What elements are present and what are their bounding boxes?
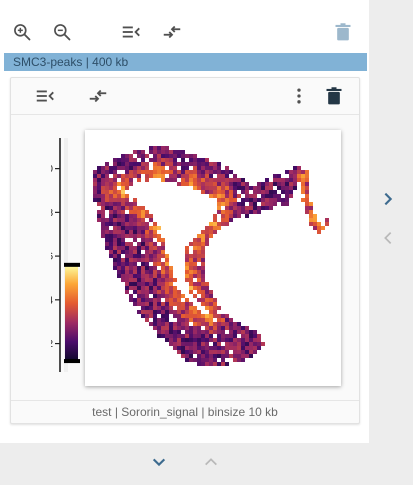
- genome-panel: SMC3-peaks | 400 kb: [0, 0, 369, 443]
- dataset-label[interactable]: SMC3-peaks | 400 kb: [4, 53, 367, 71]
- card-toolbar: [11, 78, 359, 115]
- swap-button[interactable]: [160, 20, 184, 44]
- colorbar-tick-label: 10: [51, 164, 53, 175]
- scroll-down-button[interactable]: [146, 449, 172, 475]
- next-button[interactable]: [374, 185, 402, 213]
- card-delete-button[interactable]: [322, 84, 346, 108]
- trash-icon: [335, 23, 351, 41]
- zoom-out-icon: [54, 24, 71, 41]
- card-collapse-button[interactable]: [33, 84, 57, 108]
- colorbar-tick-label: 8: [51, 208, 53, 219]
- more-vertical-icon: [297, 88, 301, 104]
- colorbar-tick-label: 4: [51, 295, 53, 306]
- heatmap-canvas: [93, 146, 329, 366]
- swap-arrows-icon: [89, 89, 107, 103]
- list-collapse-icon: [36, 90, 54, 102]
- zoom-out-button[interactable]: [50, 20, 74, 44]
- trash-icon: [326, 87, 342, 105]
- card-swap-button[interactable]: [86, 84, 110, 108]
- colorbar-tick-label: 2: [51, 339, 53, 350]
- chevron-up-icon: [205, 458, 217, 466]
- collapse-tracks-button[interactable]: [119, 20, 143, 44]
- zoom-in-button[interactable]: [10, 20, 34, 44]
- list-collapse-icon: [122, 26, 140, 38]
- chevron-right-icon: [384, 192, 393, 206]
- chevron-left-icon: [384, 232, 392, 244]
- colorbar-lower-handle[interactable]: [64, 359, 80, 364]
- delete-all-button[interactable]: [331, 20, 355, 44]
- colorbar-gradient: [65, 264, 78, 362]
- card-footer: test | Sororin_signal | binsize 10 kb: [11, 400, 359, 423]
- card-more-button[interactable]: [287, 84, 311, 108]
- hic-heatmap[interactable]: [85, 130, 341, 386]
- previous-button[interactable]: [374, 224, 402, 252]
- top-toolbar: [0, 14, 369, 50]
- scroll-up-button[interactable]: [198, 449, 224, 475]
- colorbar-upper-handle[interactable]: [64, 262, 80, 267]
- heatmap-card: 10 8 6 4 2 test | Sororin_signal | binsize 1…: [10, 77, 360, 424]
- zoom-in-icon: [14, 24, 31, 41]
- colorbar-tick-label: 6: [51, 252, 53, 263]
- swap-arrows-icon: [163, 25, 181, 39]
- chevron-down-icon: [152, 458, 166, 467]
